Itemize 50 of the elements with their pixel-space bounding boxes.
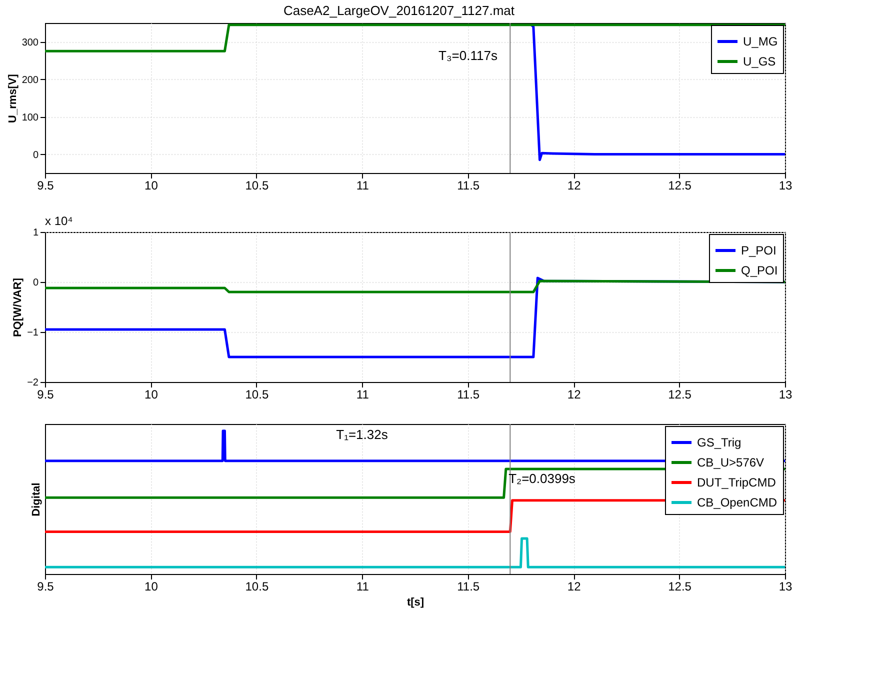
x-tick-label: 12 <box>567 388 582 402</box>
y-tick-label: 0 <box>32 150 39 161</box>
annotation: T₂=0.0399s <box>508 471 576 486</box>
x-tick-label: 12.5 <box>668 388 692 402</box>
line-series <box>530 24 785 162</box>
x-tick-label: 13 <box>778 388 792 402</box>
y-axis-title: PQ[W/VAR] <box>12 278 24 338</box>
x-tick-label: 10 <box>144 388 158 402</box>
text: x 10⁴ <box>45 214 73 228</box>
x-tick-label: 13 <box>778 178 792 192</box>
y-tick-label: 100 <box>22 112 39 124</box>
y-tick-label: 0 <box>32 278 39 288</box>
legend-label: CB_OpenCMD <box>697 496 778 510</box>
x-tick-label: 10 <box>144 178 158 192</box>
chart-title: CaseA2_LargeOV_20161207_1127.mat <box>283 3 515 18</box>
x-tick-label: 12.5 <box>668 178 692 192</box>
x-tick-label: 11 <box>356 580 370 594</box>
x-tick-label: 11 <box>356 388 370 402</box>
x-tick-label: 9.5 <box>37 178 54 192</box>
y-tick-label: 1 <box>32 228 39 238</box>
legend-label: Q_POI <box>741 264 778 278</box>
x-tick-label: 12 <box>567 178 582 192</box>
y-tick-label: −1 <box>27 328 39 338</box>
x-tick-label: 9.5 <box>37 388 54 402</box>
y-axis-title: Digital <box>30 482 42 516</box>
legend-label: DUT_TripCMD <box>697 476 776 490</box>
x-tick-label: 11.5 <box>457 580 480 594</box>
annotation: T₃=0.117s <box>438 48 498 63</box>
x-tick-label: 10.5 <box>245 388 269 402</box>
y-tick-label: −2 <box>27 378 39 388</box>
x-tick-label: 12.5 <box>668 580 692 594</box>
x-tick-label: 11 <box>356 178 370 192</box>
x-tick-label: 10.5 <box>245 580 269 594</box>
legend-label: P_POI <box>741 244 776 258</box>
x-tick-label: 11.5 <box>457 388 480 402</box>
x-tick-label: 13 <box>778 580 792 594</box>
x-tick-label: 9.5 <box>37 580 54 594</box>
legend-label: CB_U>576V <box>697 456 764 470</box>
x-tick-label: 10 <box>144 580 158 594</box>
legend-label: U_MG <box>743 34 778 48</box>
annotation: T₁=1.32s <box>336 427 388 442</box>
x-tick-label: 11.5 <box>457 178 480 192</box>
y-tick-label: 300 <box>22 37 39 48</box>
legend-label: GS_Trig <box>697 436 742 450</box>
x-tick-label: 12 <box>567 580 582 594</box>
y-tick-label: 200 <box>22 74 39 86</box>
x-tick-label: 10.5 <box>245 178 269 192</box>
x-axis-title: t[s] <box>406 596 424 608</box>
legend-label: U_GS <box>743 54 776 68</box>
y-axis-title: U_rms[V] <box>6 74 19 123</box>
